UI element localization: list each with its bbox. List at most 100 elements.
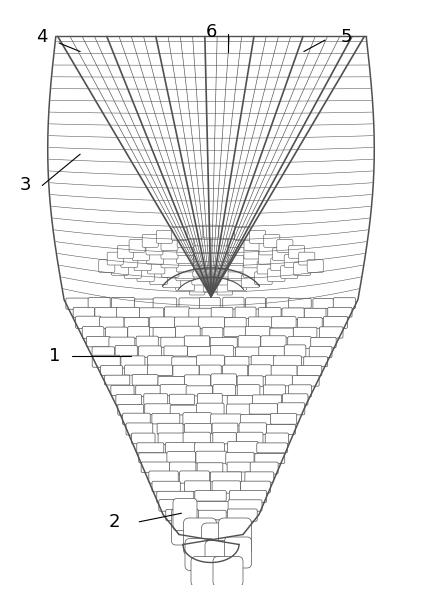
FancyBboxPatch shape bbox=[165, 442, 196, 455]
FancyBboxPatch shape bbox=[184, 518, 216, 555]
FancyBboxPatch shape bbox=[223, 297, 244, 309]
FancyBboxPatch shape bbox=[217, 282, 233, 295]
FancyBboxPatch shape bbox=[257, 261, 274, 274]
FancyBboxPatch shape bbox=[161, 337, 184, 347]
FancyBboxPatch shape bbox=[249, 365, 271, 377]
FancyBboxPatch shape bbox=[227, 441, 258, 453]
FancyBboxPatch shape bbox=[157, 491, 194, 503]
FancyBboxPatch shape bbox=[111, 262, 128, 276]
FancyBboxPatch shape bbox=[195, 491, 226, 501]
FancyBboxPatch shape bbox=[235, 307, 256, 319]
FancyBboxPatch shape bbox=[219, 518, 252, 555]
FancyBboxPatch shape bbox=[237, 376, 263, 386]
FancyBboxPatch shape bbox=[243, 264, 261, 277]
FancyBboxPatch shape bbox=[211, 233, 228, 246]
FancyBboxPatch shape bbox=[284, 345, 306, 357]
FancyBboxPatch shape bbox=[126, 423, 153, 435]
FancyBboxPatch shape bbox=[160, 385, 187, 396]
FancyBboxPatch shape bbox=[95, 307, 118, 318]
FancyBboxPatch shape bbox=[273, 356, 301, 368]
FancyBboxPatch shape bbox=[304, 357, 327, 367]
FancyBboxPatch shape bbox=[313, 299, 333, 308]
FancyBboxPatch shape bbox=[211, 374, 236, 386]
FancyBboxPatch shape bbox=[239, 423, 266, 434]
FancyBboxPatch shape bbox=[211, 307, 233, 317]
FancyBboxPatch shape bbox=[145, 404, 171, 415]
FancyBboxPatch shape bbox=[227, 462, 251, 472]
FancyBboxPatch shape bbox=[273, 248, 289, 261]
FancyBboxPatch shape bbox=[142, 234, 158, 247]
FancyBboxPatch shape bbox=[171, 508, 198, 545]
FancyBboxPatch shape bbox=[293, 327, 317, 338]
FancyBboxPatch shape bbox=[243, 255, 261, 268]
FancyBboxPatch shape bbox=[183, 413, 211, 425]
FancyBboxPatch shape bbox=[254, 272, 272, 285]
FancyBboxPatch shape bbox=[289, 385, 311, 397]
FancyBboxPatch shape bbox=[66, 298, 89, 309]
FancyBboxPatch shape bbox=[189, 282, 205, 295]
FancyBboxPatch shape bbox=[244, 238, 261, 250]
FancyBboxPatch shape bbox=[111, 385, 134, 395]
FancyBboxPatch shape bbox=[197, 394, 222, 405]
FancyBboxPatch shape bbox=[157, 423, 183, 434]
FancyBboxPatch shape bbox=[227, 395, 253, 406]
FancyBboxPatch shape bbox=[124, 265, 141, 279]
FancyBboxPatch shape bbox=[195, 443, 225, 454]
FancyBboxPatch shape bbox=[136, 385, 160, 397]
FancyBboxPatch shape bbox=[271, 413, 297, 424]
FancyBboxPatch shape bbox=[180, 471, 210, 483]
FancyBboxPatch shape bbox=[150, 272, 168, 285]
FancyBboxPatch shape bbox=[225, 356, 249, 367]
FancyBboxPatch shape bbox=[129, 240, 145, 252]
FancyBboxPatch shape bbox=[174, 317, 200, 328]
FancyBboxPatch shape bbox=[191, 556, 223, 586]
FancyBboxPatch shape bbox=[106, 327, 127, 339]
FancyBboxPatch shape bbox=[87, 337, 110, 347]
FancyBboxPatch shape bbox=[159, 500, 192, 511]
FancyBboxPatch shape bbox=[241, 415, 272, 425]
FancyBboxPatch shape bbox=[237, 432, 263, 444]
FancyBboxPatch shape bbox=[244, 246, 261, 259]
FancyBboxPatch shape bbox=[213, 556, 243, 586]
FancyBboxPatch shape bbox=[171, 228, 187, 240]
FancyBboxPatch shape bbox=[289, 246, 305, 258]
FancyBboxPatch shape bbox=[202, 328, 223, 338]
FancyBboxPatch shape bbox=[149, 471, 178, 483]
FancyBboxPatch shape bbox=[76, 316, 101, 328]
FancyBboxPatch shape bbox=[261, 336, 286, 348]
FancyBboxPatch shape bbox=[213, 432, 236, 444]
FancyBboxPatch shape bbox=[162, 275, 181, 288]
FancyBboxPatch shape bbox=[249, 231, 265, 243]
FancyBboxPatch shape bbox=[211, 272, 230, 285]
FancyBboxPatch shape bbox=[179, 298, 201, 310]
FancyBboxPatch shape bbox=[185, 539, 215, 570]
Text: 5: 5 bbox=[340, 28, 352, 46]
FancyBboxPatch shape bbox=[128, 326, 149, 338]
FancyBboxPatch shape bbox=[177, 235, 194, 247]
FancyBboxPatch shape bbox=[211, 249, 228, 261]
FancyBboxPatch shape bbox=[211, 414, 242, 425]
FancyBboxPatch shape bbox=[219, 226, 235, 238]
FancyBboxPatch shape bbox=[211, 520, 249, 531]
FancyBboxPatch shape bbox=[121, 255, 138, 268]
FancyBboxPatch shape bbox=[124, 317, 148, 329]
FancyBboxPatch shape bbox=[174, 521, 208, 531]
FancyBboxPatch shape bbox=[249, 317, 273, 328]
FancyBboxPatch shape bbox=[183, 432, 210, 444]
Text: 4: 4 bbox=[36, 28, 48, 46]
FancyBboxPatch shape bbox=[121, 356, 145, 368]
FancyBboxPatch shape bbox=[267, 425, 295, 434]
FancyBboxPatch shape bbox=[194, 233, 211, 246]
FancyBboxPatch shape bbox=[203, 279, 219, 292]
FancyBboxPatch shape bbox=[136, 336, 158, 347]
FancyBboxPatch shape bbox=[139, 453, 168, 463]
FancyBboxPatch shape bbox=[194, 249, 211, 261]
Text: 2: 2 bbox=[108, 513, 120, 531]
FancyBboxPatch shape bbox=[140, 308, 164, 317]
FancyBboxPatch shape bbox=[139, 346, 161, 357]
FancyBboxPatch shape bbox=[116, 395, 141, 405]
FancyBboxPatch shape bbox=[211, 529, 243, 540]
FancyBboxPatch shape bbox=[297, 365, 322, 376]
FancyBboxPatch shape bbox=[152, 481, 180, 492]
FancyBboxPatch shape bbox=[153, 298, 177, 310]
